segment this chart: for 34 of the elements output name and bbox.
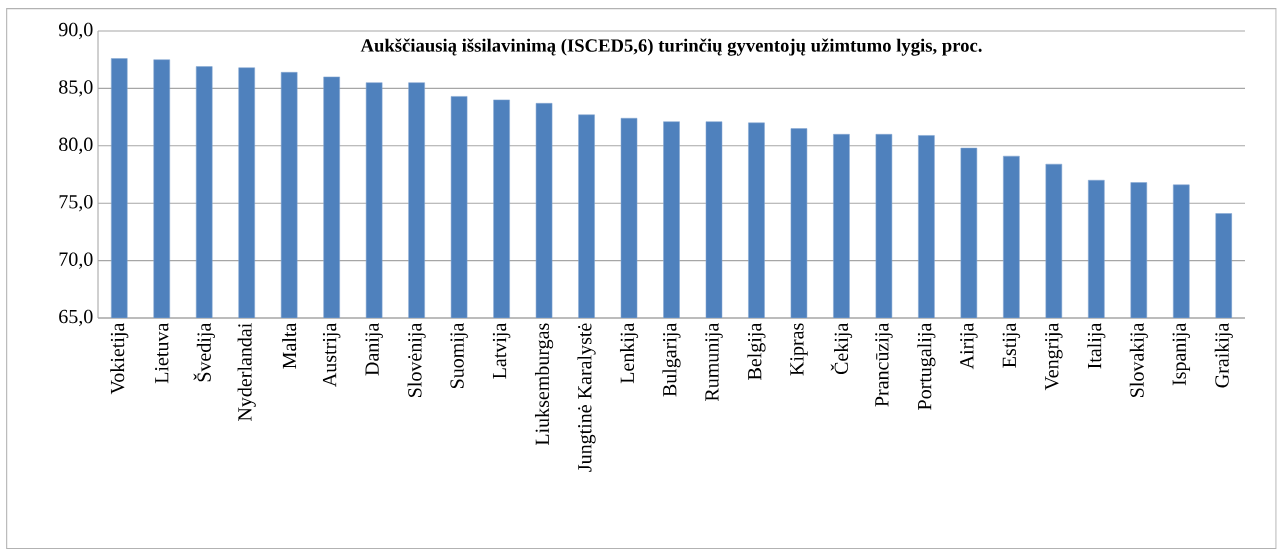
x-tick-label: Ispanija — [1172, 322, 1191, 386]
x-tick-label: Estija — [1002, 322, 1021, 368]
y-tick-label: 75,0 — [59, 194, 93, 212]
x-tick-label: Lenkija — [619, 322, 639, 384]
x-tick-label: Vengrija — [1045, 322, 1063, 391]
x-tick-label: Rumunija — [705, 322, 723, 401]
y-tick-label: 80,0 — [59, 137, 93, 154]
x-tick-label: Čekija — [830, 322, 853, 374]
x-tick-label: Graikija — [1214, 322, 1233, 388]
y-tick-label: 85,0 — [59, 80, 93, 97]
x-tick-label: Nyderlandai — [237, 322, 256, 421]
y-tick-label: 65,0 — [59, 309, 93, 327]
x-tick-label: Švedija — [193, 322, 215, 382]
x-tick-label: Lietuva — [155, 322, 169, 384]
x-tick-label: Jungtinė Karalystė — [577, 323, 596, 472]
x-tick-label: Slovakija — [1129, 322, 1148, 397]
x-tick-label: Vokietija — [110, 322, 129, 395]
x-tick-label: Airija — [960, 322, 978, 370]
x-tick-label: Bulgarija — [662, 322, 681, 397]
x-tick-label: Liuksemburgas — [534, 323, 554, 445]
x-tick-label: Italija — [1087, 322, 1106, 369]
x-tick-label: Austrija — [322, 322, 341, 387]
x-tick-label: Prancūzija — [875, 322, 893, 407]
x-tick-label: Portugalija — [917, 322, 936, 410]
y-tick-label: 90,0 — [58, 22, 93, 40]
x-tick-label: Kipras — [790, 323, 808, 376]
y-tick-label: 70,0 — [59, 252, 93, 269]
x-tick-label: Latvija — [492, 322, 511, 379]
x-tick-label: Danija — [365, 322, 383, 376]
x-tick-label: Slovėnija — [407, 322, 426, 397]
x-tick-label: Suomija — [450, 322, 468, 388]
chart-title: Aukščiausią išsilavinimą (ISCED5,6) turinčių gyventojų užimtumo lygis, proc. — [360, 38, 982, 56]
x-tick-label: Malta — [282, 322, 297, 369]
x-tick-label: Belgija — [747, 322, 766, 380]
